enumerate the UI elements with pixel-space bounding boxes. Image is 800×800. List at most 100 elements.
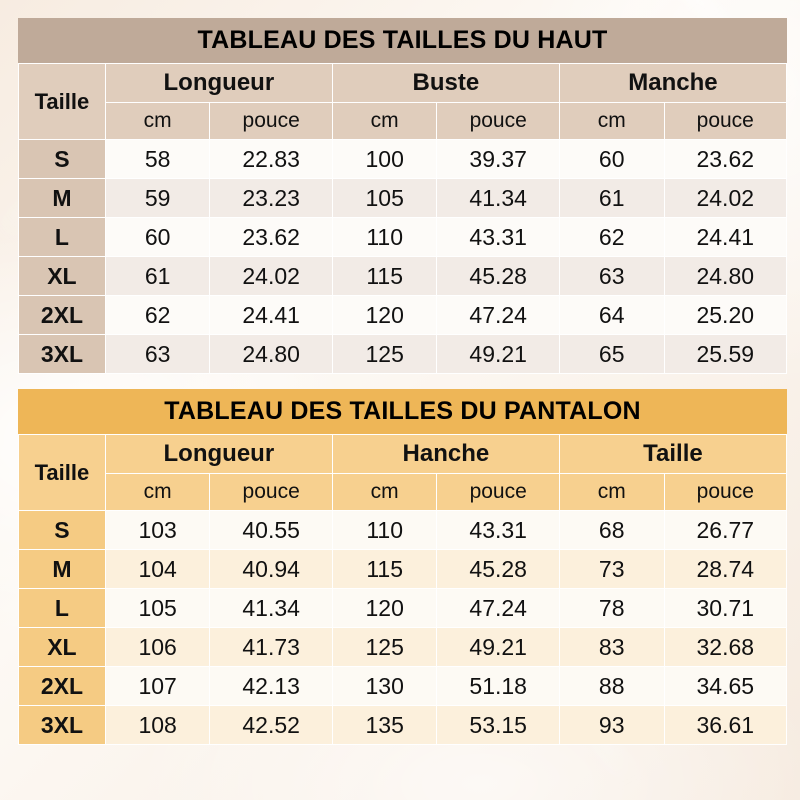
cell-hanche-cm: 125 bbox=[331, 627, 438, 667]
cell-longueur-cm: 62 bbox=[104, 295, 211, 335]
pants-size-chart-head: Taille Longueur Hanche Taille cm pouce c… bbox=[18, 434, 788, 511]
header-unit-longueur-pouce: pouce bbox=[209, 102, 333, 140]
pants-size-chart-body: S 103 40.55 110 43.31 68 26.77 M 104 40.… bbox=[18, 510, 788, 745]
row-size-label: 2XL bbox=[18, 666, 106, 706]
cell-manche-cm: 60 bbox=[558, 139, 665, 179]
cell-taille-cm: 93 bbox=[558, 705, 665, 745]
cell-hanche-pouce: 49.21 bbox=[436, 627, 560, 667]
cell-buste-cm: 125 bbox=[331, 334, 438, 374]
row-size-label: M bbox=[18, 178, 106, 218]
cell-hanche-cm: 120 bbox=[331, 588, 438, 628]
table-row: 3XL 63 24.80 125 49.21 65 25.59 bbox=[18, 334, 788, 374]
cell-hanche-pouce: 47.24 bbox=[436, 588, 560, 628]
table-row: S 103 40.55 110 43.31 68 26.77 bbox=[18, 510, 788, 550]
cell-buste-cm: 115 bbox=[331, 256, 438, 296]
cell-taille-pouce: 26.77 bbox=[663, 510, 788, 550]
row-size-label: M bbox=[18, 549, 106, 589]
cell-longueur-pouce: 41.34 bbox=[209, 588, 333, 628]
cell-longueur-cm: 104 bbox=[104, 549, 211, 589]
cell-buste-pouce: 41.34 bbox=[436, 178, 560, 218]
unit-header-row: cm pouce cm pouce cm pouce bbox=[19, 102, 788, 140]
cell-longueur-pouce: 24.80 bbox=[209, 334, 333, 374]
cell-longueur-pouce: 23.23 bbox=[209, 178, 333, 218]
cell-longueur-cm: 58 bbox=[104, 139, 211, 179]
cell-longueur-cm: 63 bbox=[104, 334, 211, 374]
cell-taille-cm: 88 bbox=[558, 666, 665, 706]
top-size-chart-body: S 58 22.83 100 39.37 60 23.62 M 59 23.23… bbox=[18, 139, 788, 374]
cell-taille-cm: 68 bbox=[558, 510, 665, 550]
top-size-chart-title: TABLEAU DES TAILLES DU HAUT bbox=[18, 18, 787, 63]
pants-size-chart: TABLEAU DES TAILLES DU PANTALON Taille L… bbox=[18, 389, 788, 745]
cell-buste-cm: 100 bbox=[331, 139, 438, 179]
row-size-label: S bbox=[18, 510, 106, 550]
header-unit-buste-pouce: pouce bbox=[436, 102, 560, 140]
cell-taille-cm: 73 bbox=[558, 549, 665, 589]
cell-longueur-cm: 107 bbox=[104, 666, 211, 706]
cell-manche-pouce: 24.80 bbox=[663, 256, 788, 296]
cell-longueur-cm: 108 bbox=[104, 705, 211, 745]
row-size-label: 3XL bbox=[18, 334, 106, 374]
row-size-label: L bbox=[18, 588, 106, 628]
header-unit-manche-cm: cm bbox=[558, 102, 665, 140]
cell-manche-pouce: 25.20 bbox=[663, 295, 788, 335]
cell-longueur-cm: 105 bbox=[104, 588, 211, 628]
cell-buste-pouce: 43.31 bbox=[436, 217, 560, 257]
row-size-label: XL bbox=[18, 627, 106, 667]
cell-taille-pouce: 30.71 bbox=[663, 588, 788, 628]
cell-longueur-pouce: 24.02 bbox=[209, 256, 333, 296]
cell-longueur-pouce: 41.73 bbox=[209, 627, 333, 667]
header-group-longueur: Longueur bbox=[104, 63, 333, 103]
header-unit-hanche-pouce: pouce bbox=[436, 473, 560, 511]
cell-hanche-cm: 110 bbox=[331, 510, 438, 550]
cell-hanche-pouce: 45.28 bbox=[436, 549, 560, 589]
header-unit-longueur-cm: cm bbox=[104, 473, 211, 511]
group-header-row: Taille Longueur Hanche Taille bbox=[18, 434, 788, 511]
row-size-label: 2XL bbox=[18, 295, 106, 335]
cell-buste-pouce: 39.37 bbox=[436, 139, 560, 179]
header-unit-hanche-cm: cm bbox=[331, 473, 438, 511]
cell-longueur-pouce: 42.13 bbox=[209, 666, 333, 706]
cell-hanche-pouce: 43.31 bbox=[436, 510, 560, 550]
top-size-chart-head: Taille Longueur Buste Manche cm pouce cm… bbox=[18, 63, 788, 140]
row-size-label: L bbox=[18, 217, 106, 257]
row-size-label: 3XL bbox=[18, 705, 106, 745]
cell-hanche-pouce: 53.15 bbox=[436, 705, 560, 745]
table-row: 2XL 62 24.41 120 47.24 64 25.20 bbox=[18, 295, 788, 335]
table-row: XL 106 41.73 125 49.21 83 32.68 bbox=[18, 627, 788, 667]
header-unit-buste-cm: cm bbox=[331, 102, 438, 140]
top-size-chart-table: Taille Longueur Buste Manche cm pouce cm… bbox=[18, 63, 788, 374]
header-unit-taille-cm: cm bbox=[558, 473, 665, 511]
table-row: XL 61 24.02 115 45.28 63 24.80 bbox=[18, 256, 788, 296]
header-group-hanche: Hanche bbox=[331, 434, 560, 474]
cell-longueur-cm: 106 bbox=[104, 627, 211, 667]
table-row: 3XL 108 42.52 135 53.15 93 36.61 bbox=[18, 705, 788, 745]
table-row: S 58 22.83 100 39.37 60 23.62 bbox=[18, 139, 788, 179]
unit-header-row: cm pouce cm pouce cm pouce bbox=[19, 473, 788, 511]
cell-taille-cm: 83 bbox=[558, 627, 665, 667]
header-group-longueur: Longueur bbox=[104, 434, 333, 474]
cell-taille-pouce: 32.68 bbox=[663, 627, 788, 667]
cell-buste-cm: 110 bbox=[331, 217, 438, 257]
cell-manche-cm: 63 bbox=[558, 256, 665, 296]
cell-longueur-pouce: 24.41 bbox=[209, 295, 333, 335]
cell-buste-cm: 105 bbox=[331, 178, 438, 218]
table-row: M 59 23.23 105 41.34 61 24.02 bbox=[18, 178, 788, 218]
cell-hanche-pouce: 51.18 bbox=[436, 666, 560, 706]
cell-taille-pouce: 28.74 bbox=[663, 549, 788, 589]
cell-longueur-pouce: 40.94 bbox=[209, 549, 333, 589]
pants-size-chart-title: TABLEAU DES TAILLES DU PANTALON bbox=[18, 389, 787, 434]
cell-manche-pouce: 24.02 bbox=[663, 178, 788, 218]
table-row: L 105 41.34 120 47.24 78 30.71 bbox=[18, 588, 788, 628]
row-size-label: XL bbox=[18, 256, 106, 296]
pants-size-chart-table: Taille Longueur Hanche Taille cm pouce c… bbox=[18, 434, 788, 745]
cell-manche-pouce: 25.59 bbox=[663, 334, 788, 374]
table-row: M 104 40.94 115 45.28 73 28.74 bbox=[18, 549, 788, 589]
table-row: L 60 23.62 110 43.31 62 24.41 bbox=[18, 217, 788, 257]
cell-longueur-cm: 103 bbox=[104, 510, 211, 550]
cell-buste-cm: 120 bbox=[331, 295, 438, 335]
cell-manche-cm: 61 bbox=[558, 178, 665, 218]
table-row: 2XL 107 42.13 130 51.18 88 34.65 bbox=[18, 666, 788, 706]
header-unit-manche-pouce: pouce bbox=[663, 102, 788, 140]
group-header-row: Taille Longueur Buste Manche bbox=[18, 63, 788, 140]
cell-hanche-cm: 130 bbox=[331, 666, 438, 706]
